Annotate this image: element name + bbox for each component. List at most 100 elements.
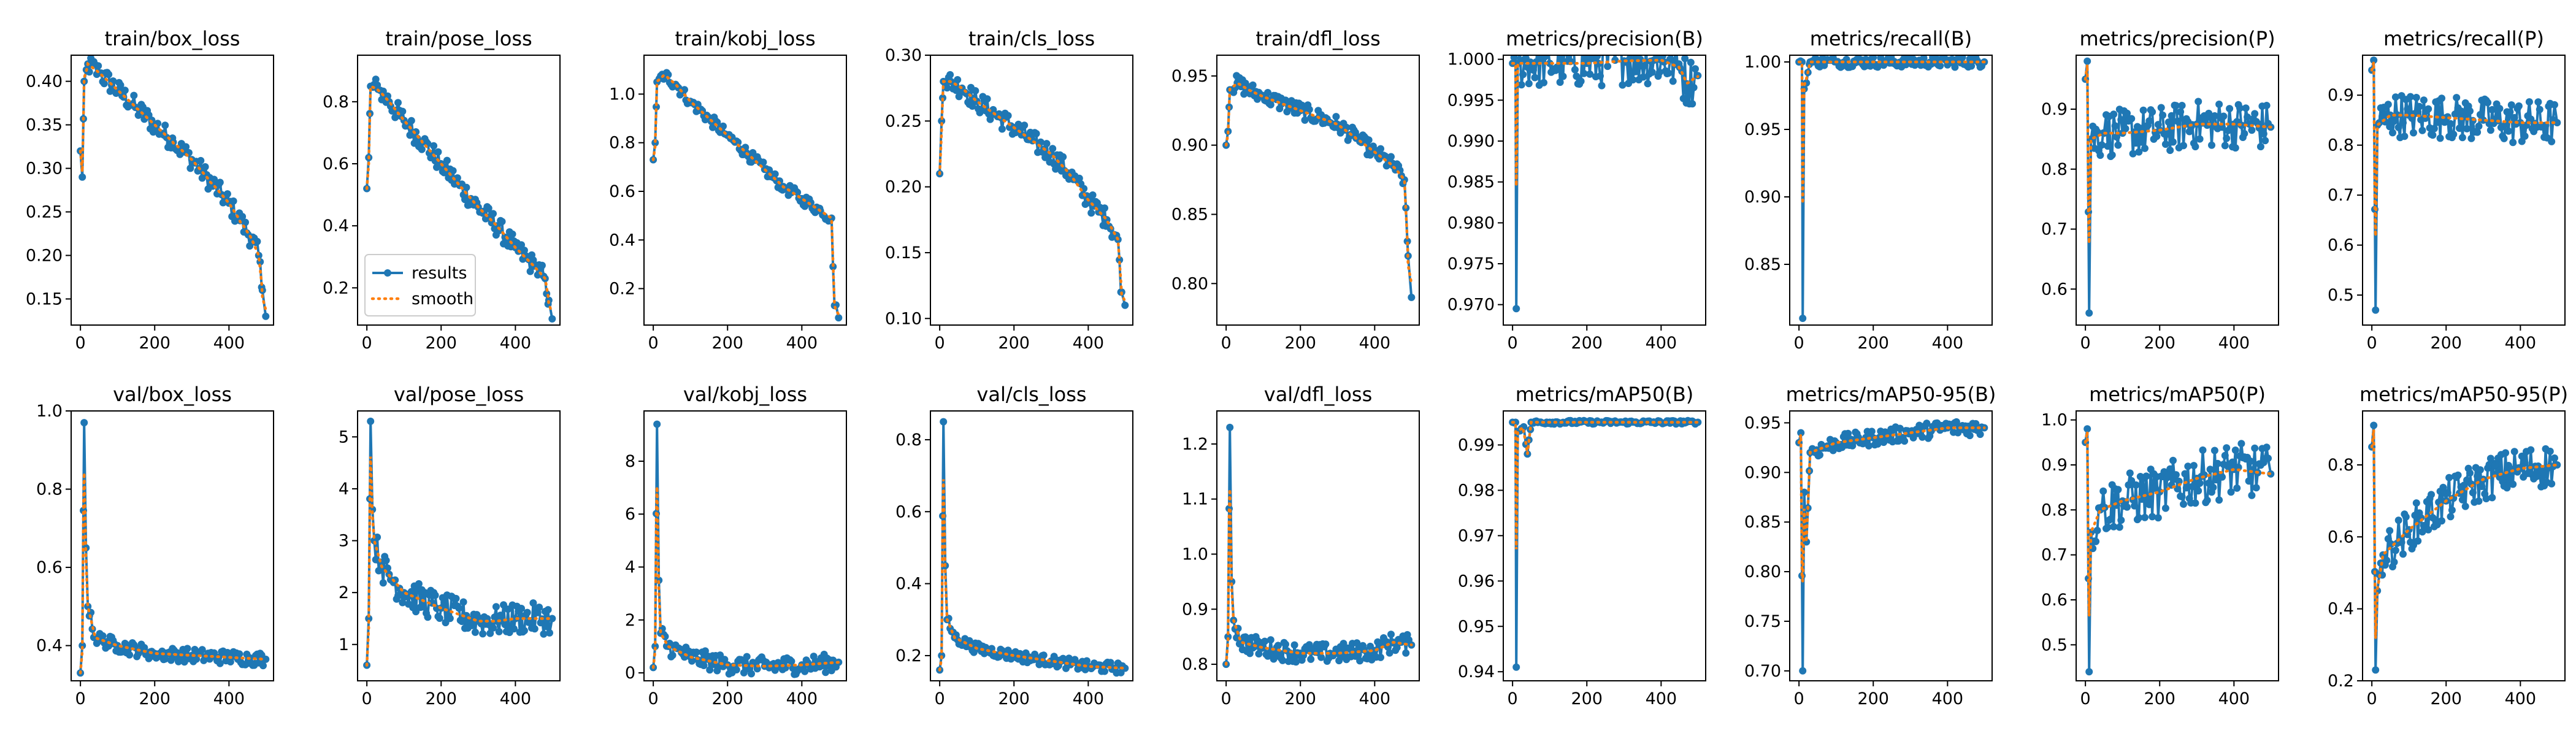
panel-title: train/pose_loss (385, 27, 532, 50)
results-point (1282, 640, 1289, 648)
results-point (822, 669, 830, 677)
axes-frame (357, 55, 561, 326)
results-point (246, 242, 254, 250)
results-point (1040, 651, 1048, 659)
x-tick-label: 200 (1284, 689, 1316, 708)
results-point (418, 145, 426, 153)
results-point (544, 606, 552, 614)
results-point (1525, 80, 1533, 88)
results-point (2251, 444, 2259, 452)
results-point (1976, 431, 1984, 439)
results-point (835, 314, 843, 322)
results-point (651, 642, 659, 650)
y-tick-label: 0.4 (609, 231, 635, 250)
results-point (84, 602, 92, 610)
smooth-series-line (938, 479, 1127, 672)
results-point (2548, 137, 2556, 145)
results-point (2188, 483, 2196, 491)
results-point (2453, 94, 2461, 102)
results-point (1689, 100, 1696, 108)
results-point (548, 615, 556, 623)
y-tick-label: 0.995 (1447, 91, 1495, 110)
results-point (2425, 526, 2432, 534)
smooth-series-line (365, 85, 554, 315)
results-point (2260, 130, 2267, 138)
results-point (2154, 121, 2162, 129)
results-point (2518, 452, 2526, 460)
x-tick-label: 400 (786, 689, 818, 708)
x-tick-label: 400 (1073, 689, 1105, 708)
axes-frame (2362, 55, 2566, 326)
results-point (1951, 63, 1959, 71)
results-point (2122, 125, 2129, 132)
results-point (529, 599, 537, 607)
results-point (2154, 514, 2162, 522)
axes-frame (643, 55, 847, 326)
results-point (229, 197, 237, 205)
results-point (1577, 77, 1585, 85)
results-point (2131, 502, 2139, 510)
plot-area (1222, 72, 1416, 301)
y-tick-label: 1.0 (36, 402, 63, 421)
results-point (1559, 72, 1567, 80)
x-tick-label: 200 (139, 689, 171, 708)
plot-area (2082, 57, 2275, 317)
results-point (126, 651, 134, 659)
results-point (431, 591, 439, 599)
smooth-series-line (365, 456, 554, 667)
results-point (1519, 71, 1527, 79)
plot-area (1509, 416, 1702, 671)
results-point (2482, 495, 2490, 502)
results-point (182, 143, 190, 151)
y-tick-label: 1.0 (609, 85, 635, 104)
axes-frame (357, 410, 561, 681)
y-tick-label: 0.6 (895, 502, 922, 521)
results-point (2399, 119, 2407, 127)
results-point (2496, 105, 2504, 112)
results-point (2252, 484, 2260, 492)
results-point (253, 237, 261, 245)
x-tick-label: 0 (935, 689, 945, 708)
results-point (2553, 461, 2561, 469)
results-point (2469, 489, 2477, 497)
y-tick-label: 0.6 (2328, 236, 2354, 255)
results-point (2174, 117, 2182, 125)
results-point (2110, 110, 2118, 118)
results-point (1049, 145, 1057, 153)
results-point (2166, 147, 2174, 155)
x-tick-label: 200 (2430, 689, 2462, 708)
chart-panel: val/box_loss 0 200 400 0.4 0.6 0.8 1.0 (36, 383, 274, 708)
results-point (2510, 113, 2518, 121)
results-point (2534, 98, 2542, 106)
results-point (452, 594, 460, 602)
results-point (1920, 55, 1928, 62)
results-point (2172, 471, 2180, 479)
y-tick-label: 0.96 (1458, 572, 1495, 591)
results-point (130, 91, 138, 99)
results-point (2429, 131, 2437, 139)
results-point (469, 621, 477, 629)
results-point (2401, 132, 2409, 140)
results-point (510, 625, 518, 633)
results-point (653, 103, 660, 111)
results-point (2244, 113, 2252, 121)
results-point (2145, 500, 2153, 508)
results-point (2457, 107, 2465, 115)
results-point (453, 174, 461, 182)
results-point (2117, 516, 2125, 524)
results-point (2414, 537, 2422, 545)
results-point (1641, 61, 1649, 69)
plot-area (77, 55, 270, 320)
results-point (692, 648, 700, 656)
results-point (2251, 110, 2259, 118)
results-point (508, 230, 516, 238)
results-point (2451, 110, 2459, 118)
plot-area (2368, 56, 2561, 314)
y-tick-label: 0.985 (1447, 173, 1495, 192)
results-point (801, 667, 809, 675)
results-point (2263, 102, 2271, 109)
results-point (653, 420, 661, 428)
results-point (2458, 134, 2466, 142)
results-point (2475, 497, 2483, 505)
results-point (2476, 110, 2484, 118)
